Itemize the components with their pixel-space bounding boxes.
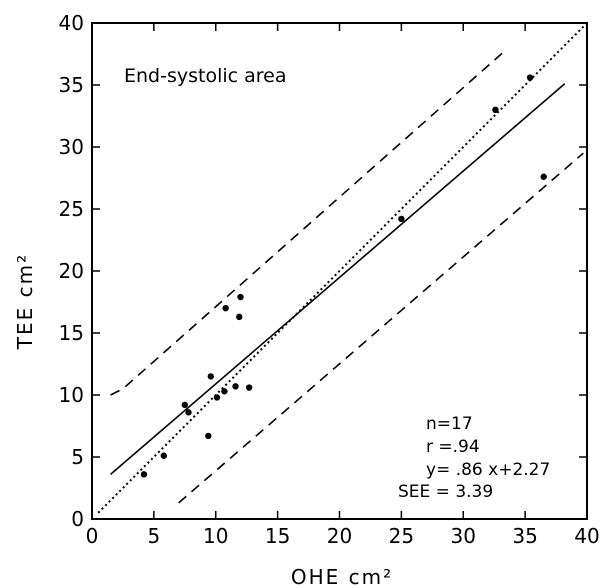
y-tick-label: 35 <box>59 73 84 97</box>
y-tick-label: 5 <box>71 445 84 469</box>
data-point <box>185 409 192 416</box>
chart-title: End-systolic area <box>124 65 287 87</box>
y-tick-label: 40 <box>59 11 84 35</box>
y-tick-label: 20 <box>59 259 84 283</box>
confidence-line <box>178 152 584 504</box>
x-axis-label: OHE cm² <box>291 565 393 588</box>
annotation-n: n=17 <box>426 414 473 434</box>
x-tick-label: 15 <box>265 524 290 548</box>
y-tick-label: 15 <box>59 321 84 345</box>
data-point <box>398 215 405 223</box>
x-tick-label: 5 <box>148 524 161 548</box>
confidence-line <box>110 50 505 396</box>
data-point <box>207 373 214 380</box>
data-point <box>205 432 212 440</box>
x-tick-label: 40 <box>574 524 599 548</box>
data-point <box>160 452 167 459</box>
x-tick-label: 10 <box>203 524 228 548</box>
annotation-equation: y= .86 x+2.27 <box>426 460 550 480</box>
data-point <box>221 388 228 395</box>
data-point <box>540 173 547 180</box>
data-point <box>237 293 244 301</box>
data-point <box>213 394 221 401</box>
x-tick-label: 20 <box>327 524 352 548</box>
regression-line <box>110 83 566 475</box>
x-tick-label: 30 <box>451 524 476 548</box>
annotation-see: SEE = 3.39 <box>398 482 493 502</box>
data-point <box>140 471 148 478</box>
data-point <box>245 384 253 391</box>
y-axis-ticks: 0 5 10 15 20 25 30 35 40 <box>59 11 587 531</box>
x-tick-label: 25 <box>389 524 414 548</box>
y-axis-label: TEE cm² <box>13 253 37 350</box>
x-axis-ticks: 0 5 10 15 20 25 30 35 40 <box>86 23 600 548</box>
identity-line <box>97 22 588 514</box>
x-tick-label: 35 <box>512 524 537 548</box>
y-tick-label: 0 <box>71 507 84 531</box>
data-point <box>222 305 229 312</box>
regression-lines <box>97 22 588 514</box>
data-point <box>236 313 243 321</box>
x-tick-label: 0 <box>86 524 99 548</box>
annotation-r: r =.94 <box>426 437 480 457</box>
y-tick-label: 30 <box>59 135 84 159</box>
y-tick-label: 10 <box>59 383 84 407</box>
data-point <box>181 401 189 409</box>
y-tick-label: 25 <box>59 197 84 221</box>
data-points <box>140 74 547 478</box>
data-point <box>526 74 534 81</box>
data-point <box>492 106 499 114</box>
data-point <box>232 383 239 390</box>
